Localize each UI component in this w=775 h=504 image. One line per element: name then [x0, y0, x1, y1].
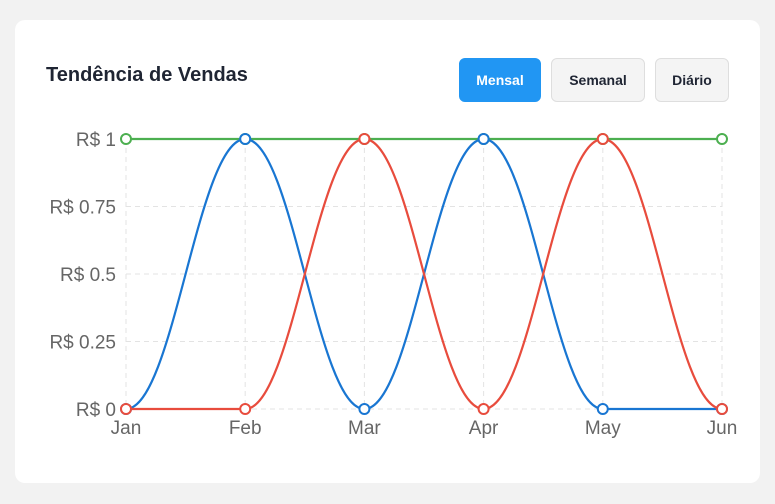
- x-tick-label: Jan: [111, 418, 142, 439]
- y-tick-label: R$ 1: [76, 130, 116, 151]
- y-tick-label: R$ 0.25: [49, 333, 116, 354]
- data-point[interactable]: [477, 133, 490, 145]
- data-point[interactable]: [596, 133, 609, 145]
- data-point[interactable]: [239, 403, 252, 415]
- x-tick-label: Feb: [229, 418, 262, 439]
- mensal-button[interactable]: Mensal: [459, 58, 541, 102]
- x-tick-label: Jun: [707, 418, 738, 439]
- data-point[interactable]: [120, 133, 132, 145]
- diario-button[interactable]: Diário: [655, 58, 729, 102]
- series-line-1: [125, 137, 722, 411]
- data-point[interactable]: [716, 403, 728, 415]
- data-point[interactable]: [358, 403, 371, 415]
- data-point[interactable]: [596, 403, 609, 415]
- y-tick-label: R$ 0: [76, 400, 116, 421]
- series-lines: [125, 137, 723, 411]
- data-point[interactable]: [358, 133, 371, 145]
- data-point[interactable]: [477, 403, 490, 415]
- x-tick-label: Mar: [348, 418, 381, 439]
- data-point[interactable]: [716, 133, 728, 145]
- y-tick-label: R$ 0.5: [60, 265, 116, 286]
- x-tick-label: Apr: [469, 418, 499, 439]
- series-line-2: [126, 137, 723, 411]
- data-point[interactable]: [239, 133, 252, 145]
- chart-card: Tendência de Vendas Mensal Semanal Diári…: [15, 20, 760, 483]
- y-axis-ticks: R$ 0 R$ 0.25 R$ 0.5 R$ 0.75 R$ 1: [49, 130, 116, 421]
- series-points: [120, 133, 728, 415]
- data-point[interactable]: [120, 403, 132, 415]
- x-axis-ticks: Jan Feb Mar Apr May Jun: [111, 418, 738, 439]
- y-tick-label: R$ 0.75: [49, 198, 116, 219]
- x-tick-label: May: [585, 418, 621, 439]
- semanal-button[interactable]: Semanal: [551, 58, 645, 102]
- chart-title: Tendência de Vendas: [46, 64, 248, 86]
